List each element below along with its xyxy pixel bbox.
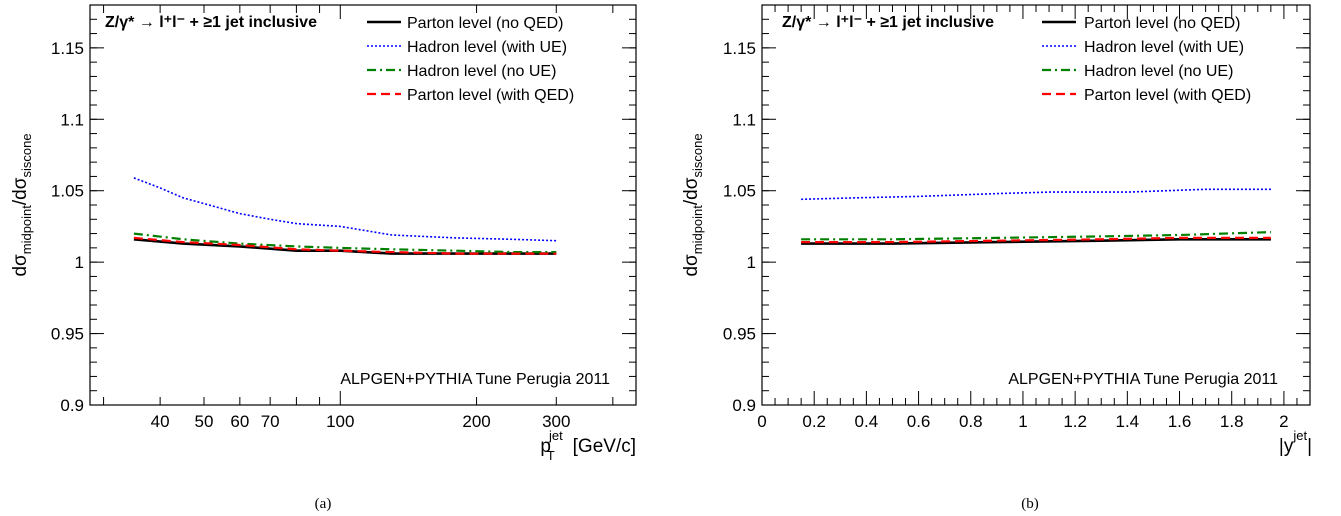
y-tick-label: 1.1 [732,110,756,129]
legend-entry: Hadron level (no UE) [407,63,556,80]
y-tick-label: 1.15 [51,39,84,58]
x-tick-label: 0.8 [959,412,983,431]
legend-entry: Parton level (with QED) [1084,87,1251,104]
x-tick-label: 50 [195,412,214,431]
x-tick-label: 1.2 [1063,412,1087,431]
legend-entry: Hadron level (with UE) [1084,39,1244,56]
x-tick-label: 1.4 [1116,412,1140,431]
x-tick-label: 0.4 [855,412,879,431]
legend-entry: Parton level (no QED) [407,15,564,32]
y-tick-label: 1.1 [60,110,84,129]
y-axis-title: dσmidpoint/dσsiscone [681,133,705,276]
y-tick-label: 0.9 [732,396,756,415]
y-tick-label: 1.15 [723,39,756,58]
x-tick-label: 1.6 [1168,412,1192,431]
x-tick-label: 1 [1018,412,1027,431]
x-tick-label: 100 [326,412,354,431]
y-tick-label: 0.9 [60,396,84,415]
process-label: Z/γ* → l⁺l⁻ + ≥1 jet inclusive [105,14,317,31]
x-tick-label: 300 [542,412,570,431]
x-tick-label: 0.6 [907,412,931,431]
series-line [133,238,557,255]
y-axis-title: dσmidpoint/dσsiscone [10,133,34,276]
series-line [133,177,557,242]
y-axis: 0.9 0.95 1 1.05 1.1 1.15 [51,4,636,415]
y-axis: 0.9 0.95 1 1.05 1.1 1.15 [723,4,1310,415]
series-line [801,236,1271,244]
panel-a: 0.9 0.95 1 1.05 1.1 1.15 40 50 60 70 100 200 300 Z/… [10,4,637,512]
x-axis-title: pjet T [GeV/c] [540,428,636,463]
panel-caption: (a) [315,496,332,512]
x-axis: 0 0.2 0.4 0.6 0.8 1 1.2 1.4 1.6 1.8 2 [757,5,1311,431]
panel-caption: (b) [1021,496,1039,512]
y-tick-label: 1 [747,253,756,272]
legend-entry: Parton level (no QED) [1084,15,1241,32]
generator-label: ALPGEN+PYTHIA Tune Perugia 2011 [340,371,610,388]
series-line [801,238,1271,245]
x-tick-label: 0.2 [802,412,826,431]
series-layer [801,188,1271,245]
x-tick-label: 0 [757,412,766,431]
process-label: Z/γ* → l⁺l⁻ + ≥1 jet inclusive [782,14,994,31]
y-tick-label: 1 [75,253,84,272]
legend-entry: Hadron level (no UE) [1084,63,1233,80]
x-axis: 40 50 60 70 100 200 300 [103,5,614,431]
series-line [801,231,1271,241]
legend: Parton level (no QED) Hadron level (with … [367,15,574,104]
legend: Parton level (no QED) Hadron level (with … [1042,15,1251,104]
y-tick-label: 1.05 [51,182,84,201]
panel-b: 0.9 0.95 1 1.05 1.1 1.15 0 0.2 0.4 0.6 0.8 1 1.2 1.4… [681,4,1312,512]
x-tick-label: 40 [151,412,170,431]
x-tick-label: 60 [230,412,249,431]
legend-entry: Parton level (with QED) [407,87,574,104]
y-tick-label: 0.95 [51,325,84,344]
x-tick-label: 1.8 [1220,412,1244,431]
series-line [801,188,1271,201]
x-axis-title: |yjet| [1279,428,1312,457]
generator-label: ALPGEN+PYTHIA Tune Perugia 2011 [1008,371,1278,388]
x-tick-label: 70 [261,412,280,431]
legend-entry: Hadron level (with UE) [407,39,567,56]
y-tick-label: 1.05 [723,182,756,201]
x-tick-label: 2 [1279,412,1288,431]
x-tick-label: 200 [462,412,490,431]
series-layer [133,177,557,255]
y-tick-label: 0.95 [723,325,756,344]
